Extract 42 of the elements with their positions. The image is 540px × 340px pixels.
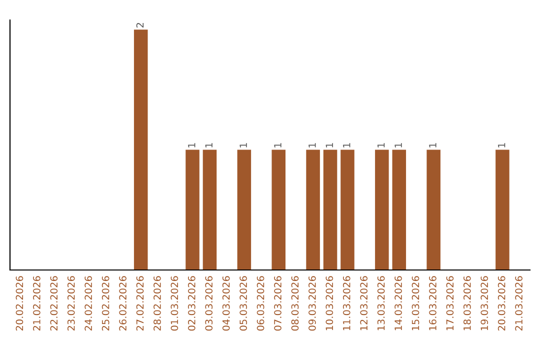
x-tick-label: 24.02.2026 [84, 276, 92, 331]
data-label: 1 [274, 143, 282, 148]
x-tick-label: 27.02.2026 [136, 276, 144, 331]
data-label: 1 [240, 143, 247, 148]
x-tick-label: 18.03.2026 [463, 276, 471, 330]
data-label: 1 [326, 143, 333, 148]
x-tick-label: 07.03.2026 [274, 276, 282, 331]
x-tick-label: 17.03.2026 [446, 276, 454, 330]
data-label: 1 [394, 143, 402, 148]
x-tick-label: 16.03.2026 [429, 276, 436, 330]
x-tick-label: 28.02.2026 [154, 276, 161, 331]
x-tick-label: 01.03.2026 [170, 276, 178, 331]
x-tick-label: 02.03.2026 [188, 276, 196, 331]
x-tick-label: 13.03.2026 [377, 276, 385, 330]
data-label: 1 [429, 143, 436, 148]
x-tick-label: 11.03.2026 [342, 276, 350, 330]
x-tick-label: 19.03.2026 [480, 276, 488, 330]
x-tick-label: 04.03.2026 [222, 276, 230, 331]
data-label: 1 [188, 143, 196, 148]
x-tick-label: 21.03.2026 [515, 276, 522, 331]
x-tick-label: 05.03.2026 [240, 276, 247, 331]
x-tick-label: 14.03.2026 [394, 276, 402, 330]
x-tick-label: 09.03.2026 [308, 276, 316, 331]
data-label: 1 [343, 143, 350, 148]
x-tick-label: 26.02.2026 [119, 276, 126, 331]
x-tick-label: 20.02.2026 [16, 276, 24, 331]
x-tick-label: 15.03.2026 [412, 276, 420, 330]
x-tick-label: 10.03.2026 [326, 276, 334, 330]
x-tick-label: 23.02.2026 [67, 276, 75, 331]
x-tick-label: 25.02.2026 [102, 276, 110, 331]
data-label: 1 [205, 143, 212, 148]
data-label: 1 [308, 143, 316, 148]
data-label: 2 [136, 23, 144, 28]
x-tick-label: 12.03.2026 [360, 276, 368, 330]
x-tick-label: 08.03.2026 [291, 276, 299, 331]
data-label: 1 [378, 143, 385, 148]
x-tick-label: 22.02.2026 [50, 276, 58, 331]
data-label: 1 [498, 143, 506, 148]
x-tick-label: 21.02.2026 [33, 276, 40, 331]
x-tick-label: 20.03.2026 [498, 276, 506, 331]
x-tick-label: 06.03.2026 [256, 276, 264, 331]
x-tick-label: 03.03.2026 [205, 276, 213, 331]
